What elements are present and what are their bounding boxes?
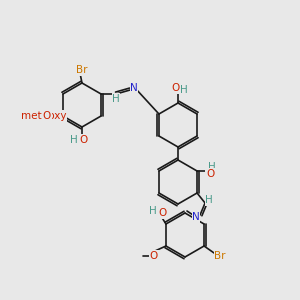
Text: H: H (205, 195, 213, 205)
Text: O: O (172, 83, 180, 93)
Text: H: H (70, 135, 78, 145)
Text: H: H (208, 162, 216, 172)
Text: O: O (206, 169, 214, 179)
Text: N: N (192, 212, 200, 222)
Text: N: N (130, 83, 138, 93)
Text: O: O (150, 251, 158, 261)
Text: O: O (43, 111, 51, 121)
Text: O: O (159, 208, 167, 218)
Text: H: H (149, 206, 157, 216)
Text: H: H (180, 85, 188, 95)
Text: O: O (80, 135, 88, 145)
Text: H: H (112, 94, 120, 104)
Text: Br: Br (214, 251, 226, 261)
Text: Br: Br (76, 65, 88, 75)
Text: methoxy: methoxy (21, 111, 67, 121)
